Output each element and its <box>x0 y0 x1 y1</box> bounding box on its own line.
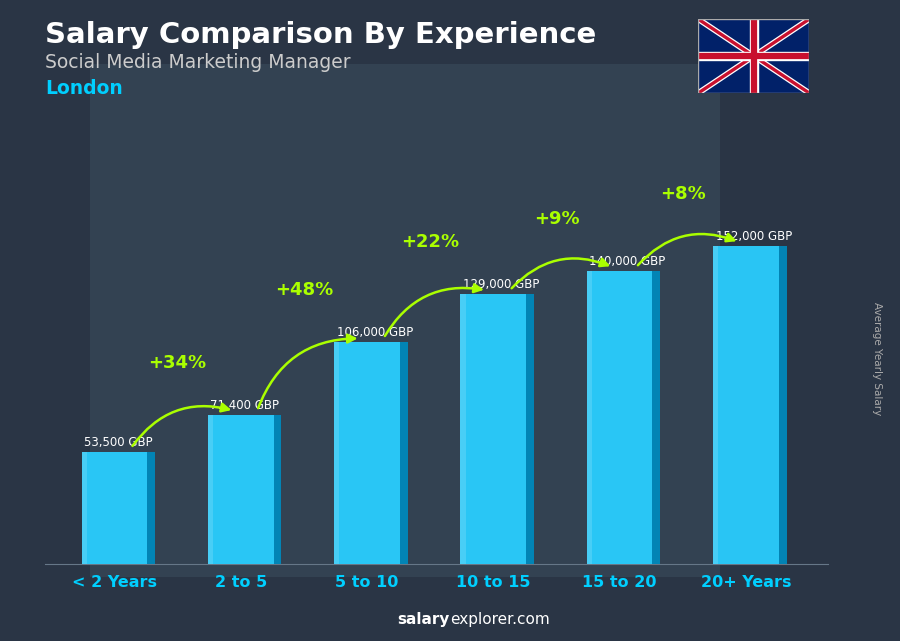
Text: Salary Comparison By Experience: Salary Comparison By Experience <box>45 21 596 49</box>
FancyArrowPatch shape <box>511 258 608 288</box>
Bar <box>587 271 592 564</box>
Bar <box>461 294 465 564</box>
Bar <box>82 452 87 564</box>
Bar <box>334 342 400 564</box>
Text: 53,500 GBP: 53,500 GBP <box>85 436 153 449</box>
Text: Average Yearly Salary: Average Yearly Salary <box>872 303 883 415</box>
Text: 106,000 GBP: 106,000 GBP <box>337 326 413 339</box>
Text: 71,400 GBP: 71,400 GBP <box>211 399 279 412</box>
Polygon shape <box>148 452 155 564</box>
Text: Social Media Marketing Manager: Social Media Marketing Manager <box>45 53 351 72</box>
Text: explorer.com: explorer.com <box>450 612 550 627</box>
FancyArrowPatch shape <box>638 234 734 265</box>
Bar <box>208 415 213 564</box>
Bar <box>461 294 526 564</box>
Bar <box>82 452 148 564</box>
Text: +22%: +22% <box>401 233 459 251</box>
Bar <box>334 342 339 564</box>
Text: London: London <box>45 79 122 99</box>
Polygon shape <box>274 415 282 564</box>
Bar <box>587 271 652 564</box>
Text: +8%: +8% <box>660 185 706 203</box>
FancyArrowPatch shape <box>132 404 229 446</box>
Text: 152,000 GBP: 152,000 GBP <box>716 230 792 243</box>
Text: 140,000 GBP: 140,000 GBP <box>590 255 666 268</box>
Polygon shape <box>778 246 787 564</box>
Bar <box>713 246 778 564</box>
Polygon shape <box>400 342 408 564</box>
Text: salary: salary <box>398 612 450 627</box>
Polygon shape <box>526 294 534 564</box>
FancyArrowPatch shape <box>258 335 355 408</box>
FancyArrowPatch shape <box>385 285 482 336</box>
Bar <box>713 246 718 564</box>
Bar <box>208 415 274 564</box>
Text: +34%: +34% <box>148 354 207 372</box>
Polygon shape <box>652 271 661 564</box>
Text: +48%: +48% <box>274 281 333 299</box>
Text: 129,000 GBP: 129,000 GBP <box>463 278 539 291</box>
Bar <box>90 64 720 577</box>
Text: +9%: +9% <box>534 210 580 228</box>
